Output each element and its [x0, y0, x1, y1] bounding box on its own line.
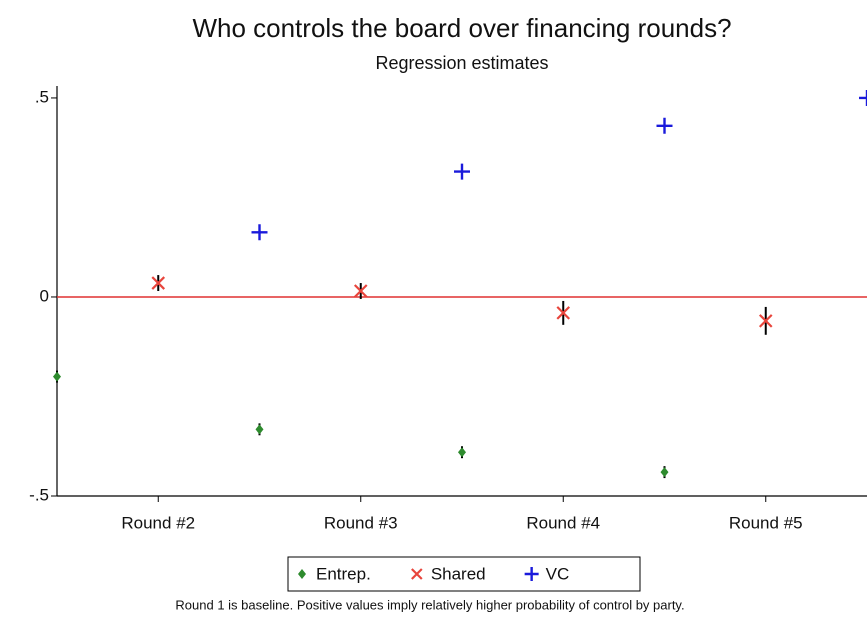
diamond: [458, 447, 466, 458]
legend-label: Shared: [431, 564, 486, 583]
x-mark: [758, 314, 773, 328]
marker: [859, 89, 867, 106]
marker: [251, 224, 268, 241]
y-tick-label: -.5: [29, 485, 49, 504]
diamond: [660, 467, 669, 478]
chart-subtitle: Regression estimates: [375, 53, 548, 73]
marker: [151, 276, 166, 290]
legend-label: Entrep.: [316, 564, 371, 583]
diamond: [53, 371, 61, 382]
x-tick-label: Round #4: [526, 513, 600, 532]
marker: [298, 569, 306, 579]
marker: [524, 567, 539, 581]
marker: [255, 424, 264, 435]
marker: [454, 163, 470, 180]
marker: [458, 447, 466, 458]
legend-box: [287, 556, 641, 592]
diamond: [255, 424, 264, 435]
plus: [524, 567, 539, 581]
plus: [251, 224, 268, 241]
diamond: [298, 569, 306, 579]
marker: [556, 306, 571, 320]
x-mark: [151, 276, 166, 290]
marker: [353, 284, 368, 298]
x-tick-label: Round #2: [121, 513, 195, 532]
y-tick-label: 0: [40, 286, 49, 305]
marker: [411, 568, 423, 580]
x-tick-label: Round #3: [324, 513, 398, 532]
marker: [660, 467, 669, 478]
plus: [859, 89, 867, 106]
chart-title: Who controls the board over financing ro…: [192, 13, 731, 43]
plus: [656, 117, 673, 134]
plus: [454, 163, 470, 180]
marker: [656, 117, 673, 134]
chart-note: Round 1 is baseline. Positive values imp…: [175, 597, 684, 612]
x-mark: [353, 284, 368, 298]
marker: [53, 371, 61, 382]
y-tick-label: .5: [35, 87, 49, 106]
marker: [758, 314, 773, 328]
x-tick-label: Round #5: [729, 513, 803, 532]
legend-label: VC: [546, 564, 570, 583]
x-mark: [556, 306, 571, 320]
x-mark: [411, 568, 423, 580]
